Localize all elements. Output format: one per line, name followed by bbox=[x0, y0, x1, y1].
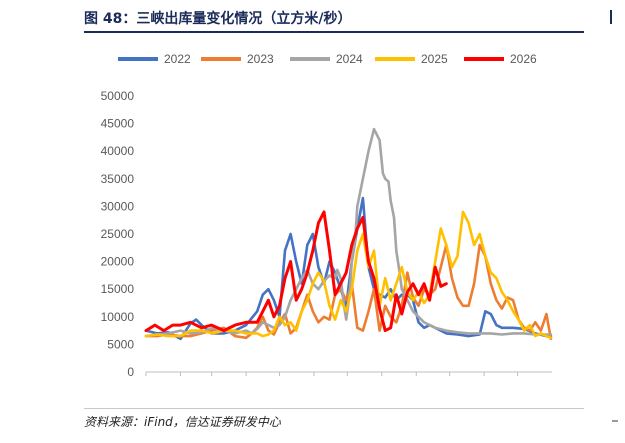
y-tick-label: 40000 bbox=[101, 144, 135, 158]
x-tick-label: 6-1 bbox=[305, 378, 323, 380]
y-axis: 0 5000 10000 15000 20000 25000 30000 35000 40000… bbox=[101, 89, 135, 379]
y-tick-label: 10000 bbox=[101, 310, 135, 324]
adjacent-column-edge-bottom bbox=[612, 420, 618, 422]
source-note: 资料来源：iFind，信达证券研发中心 bbox=[84, 415, 281, 429]
figure-title: 图 48：三峡出库量变化情况（立方米/秒） bbox=[84, 11, 352, 27]
y-tick-label: 0 bbox=[127, 365, 134, 379]
y-tick-label: 25000 bbox=[101, 227, 135, 241]
y-tick-label: 15000 bbox=[101, 282, 135, 296]
plot-area bbox=[144, 127, 553, 341]
y-tick-label: 20000 bbox=[101, 255, 135, 269]
y-tick-label: 30000 bbox=[101, 199, 135, 213]
series-line-2025 bbox=[144, 210, 553, 340]
chart-legend: 2022 2023 2024 2025 2026 bbox=[118, 52, 537, 66]
y-tick-label: 35000 bbox=[101, 172, 135, 186]
x-tick-label: 8-1 bbox=[373, 378, 391, 380]
x-tick-label: 2-1 bbox=[172, 378, 190, 380]
x-tick-label: 10-1 bbox=[438, 378, 462, 380]
legend-label-2026: 2026 bbox=[510, 52, 537, 66]
title-rule bbox=[84, 31, 584, 33]
adjacent-column-edge bbox=[610, 10, 612, 24]
legend-label-2025: 2025 bbox=[421, 52, 448, 66]
source-rule bbox=[84, 408, 584, 409]
x-tick-label: 12-1 bbox=[506, 378, 530, 380]
outflow-chart: 2022 2023 2024 2025 2026 0 5000 10000 15000 2000… bbox=[101, 52, 553, 380]
x-tick-label: 11-1 bbox=[473, 378, 496, 380]
x-axis: 1-1 2-1 3-1 4-1 5-1 6-1 7-1 8-1 9-1 10-1 11-1 12-1 bbox=[137, 371, 552, 380]
legend-label-2022: 2022 bbox=[164, 52, 191, 66]
x-tick-label: 5-1 bbox=[271, 378, 289, 380]
legend-label-2024: 2024 bbox=[336, 52, 363, 66]
x-tick-label: 1-1 bbox=[137, 378, 155, 380]
x-tick-label: 9-1 bbox=[408, 378, 426, 380]
legend-label-2023: 2023 bbox=[247, 52, 274, 66]
y-tick-label: 50000 bbox=[101, 89, 135, 103]
series-line-2026 bbox=[144, 210, 448, 333]
y-tick-label: 45000 bbox=[101, 117, 135, 131]
x-tick-label: 7-1 bbox=[339, 378, 357, 380]
x-tick-label: 3-1 bbox=[203, 378, 221, 380]
y-tick-label: 5000 bbox=[107, 337, 134, 351]
x-tick-label: 4-1 bbox=[237, 378, 255, 380]
